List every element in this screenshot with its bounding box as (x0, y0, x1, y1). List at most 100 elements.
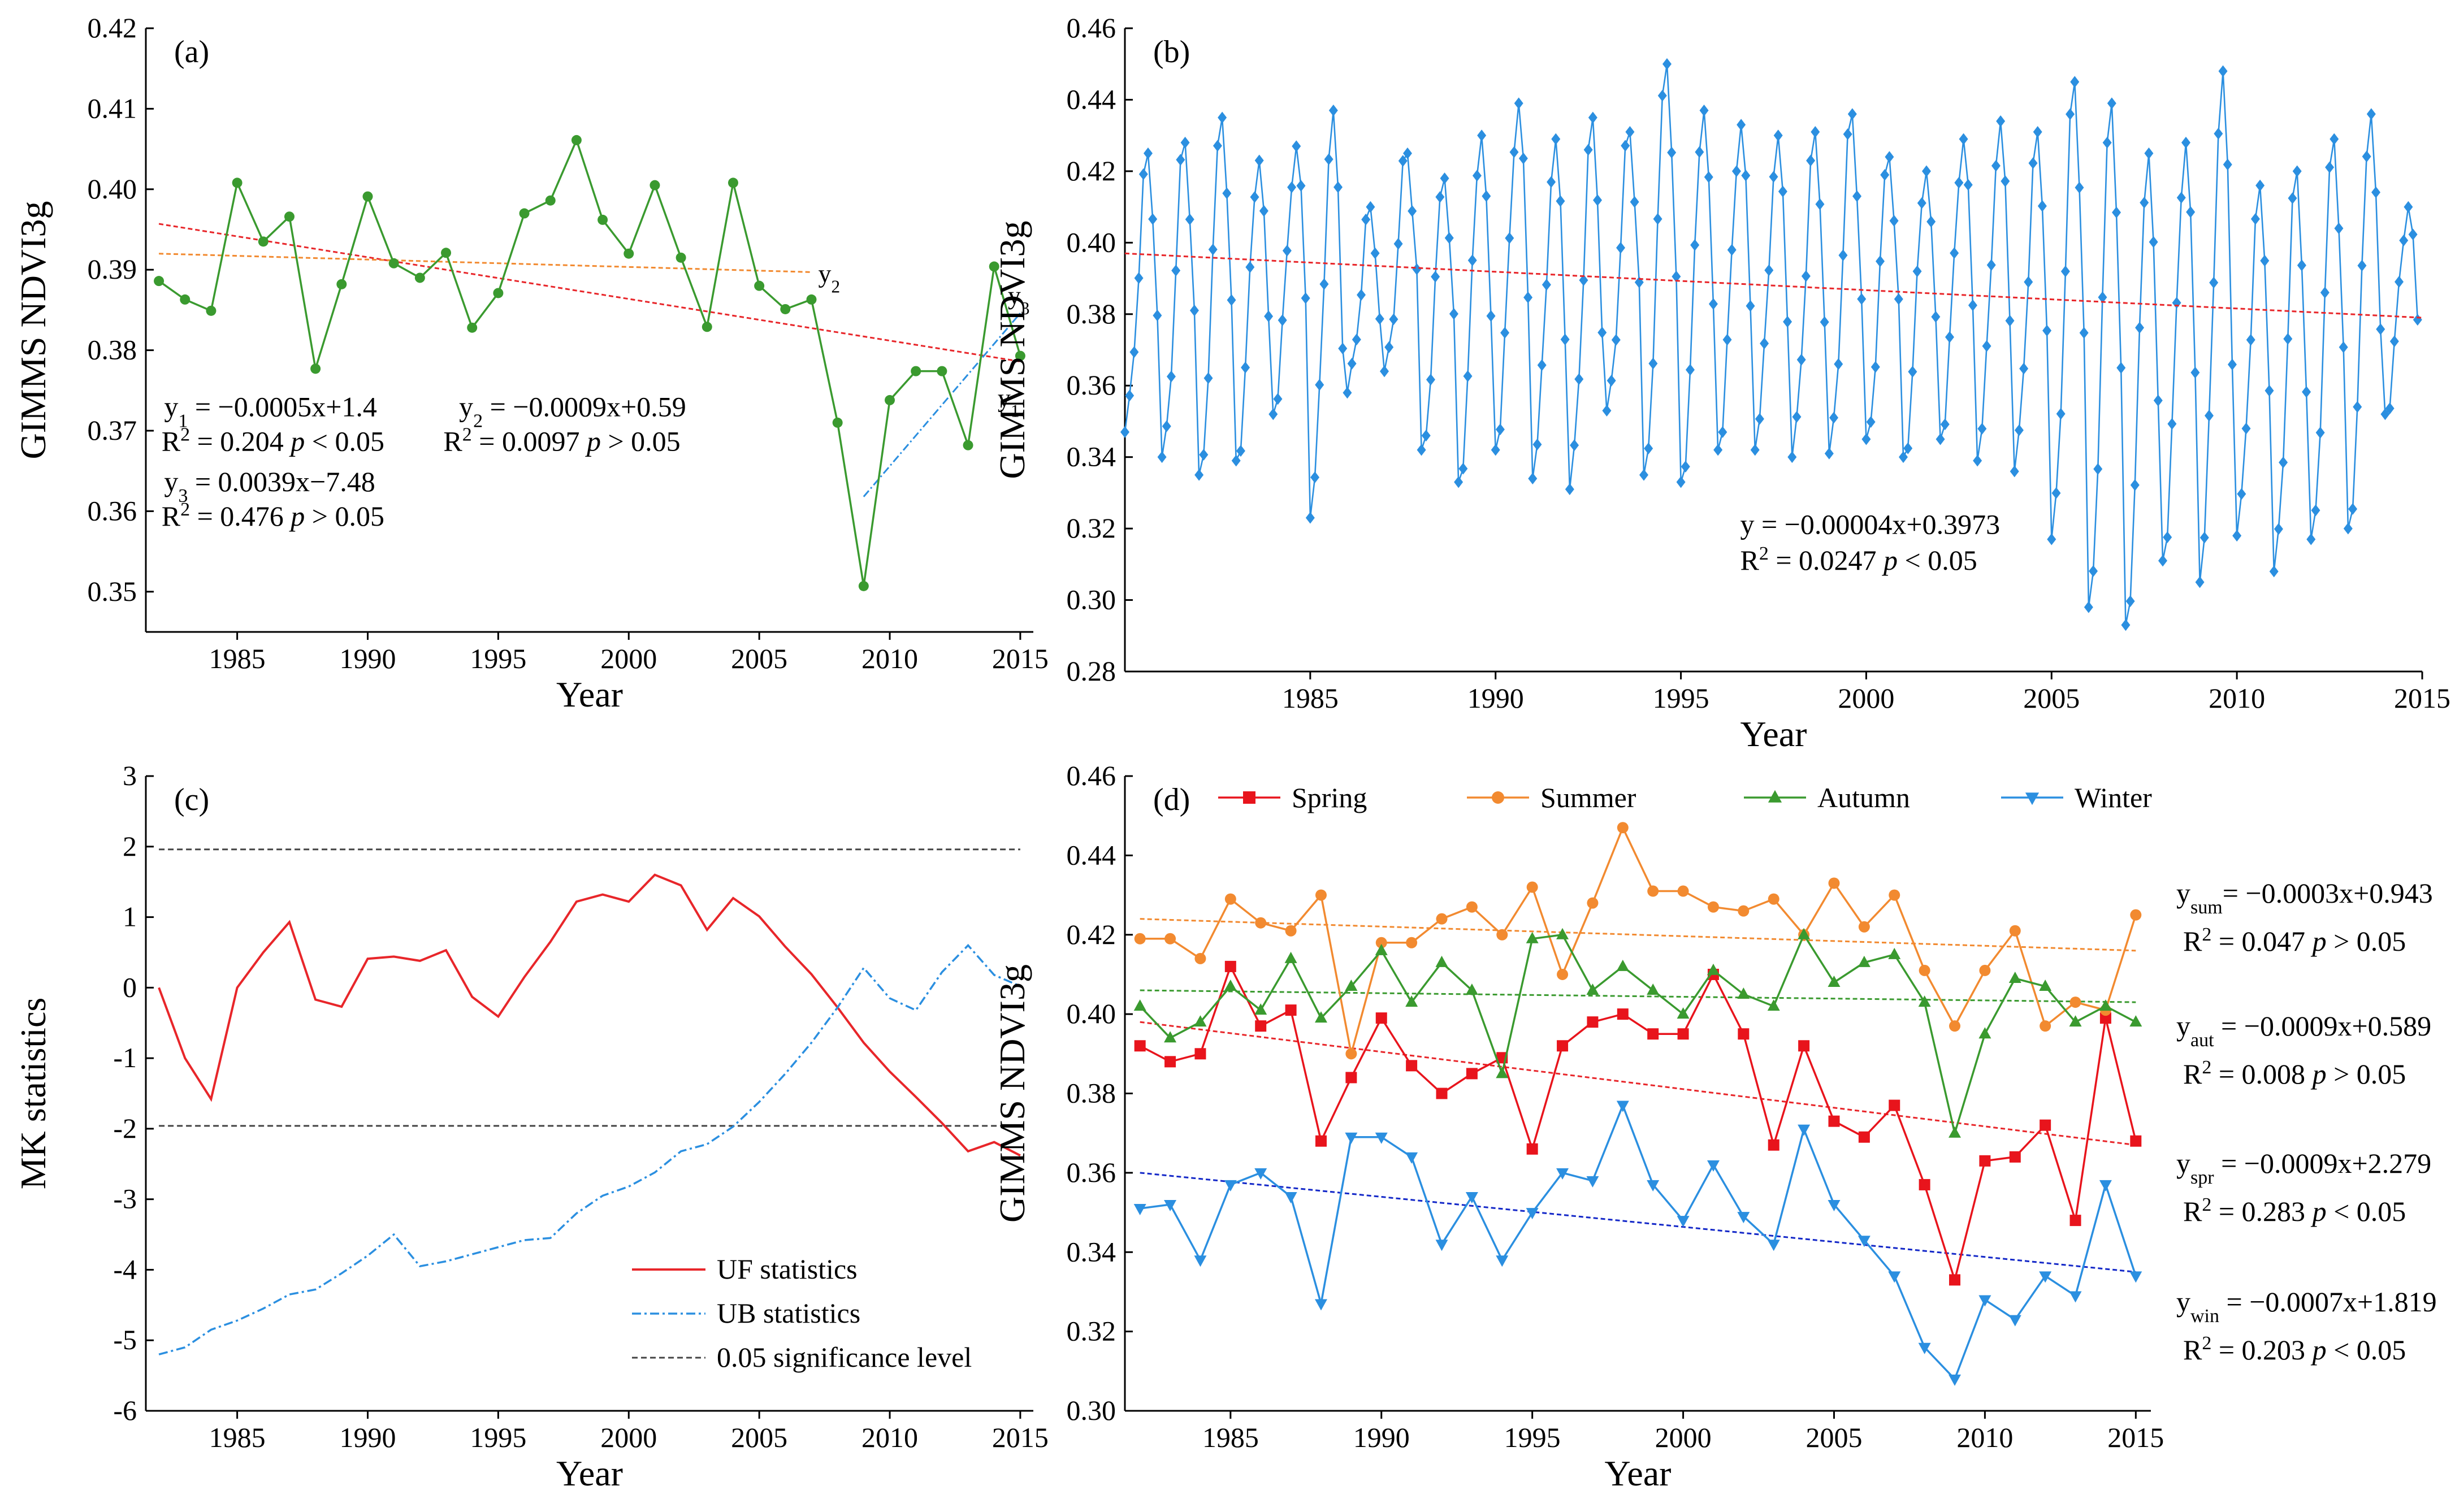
data-point (1764, 264, 1774, 276)
legend-label: UB statistics (717, 1297, 860, 1329)
data-point (1314, 1011, 1327, 1023)
data-point (2227, 358, 2237, 371)
data-point (1676, 476, 1686, 488)
data-point (1858, 1131, 1870, 1143)
x-tick-label: 1990 (1467, 682, 1524, 714)
y-tick-label: 0.32 (1067, 1315, 1116, 1347)
data-point (2149, 236, 2158, 248)
data-point (1954, 176, 1964, 189)
data-point (702, 322, 712, 332)
equation-label: ysum= −0.0003x+0.943 (2176, 877, 2433, 918)
trend-line (1140, 918, 2136, 952)
data-point (1255, 917, 1267, 929)
y-axis-label: GIMMS NDVI3g (992, 964, 1032, 1223)
y-tick-label: 0.44 (1067, 839, 1116, 870)
data-point (1375, 1132, 1388, 1144)
data-point (1284, 1192, 1297, 1203)
data-point (2172, 297, 2181, 309)
x-tick-label: 1985 (209, 643, 266, 674)
panel-a: 0.35 0.36 0.37 0.38 0.39 0.40 0.41 0.42 1985 1990… (13, 12, 1049, 714)
data-point (1194, 1255, 1207, 1267)
data-point (1157, 451, 1167, 463)
y-tick-label: 0.40 (1067, 998, 1116, 1029)
y-tick-label: 0.40 (1067, 226, 1116, 258)
data-point (1796, 354, 1806, 366)
data-point (1315, 379, 1324, 391)
data-point (1486, 310, 1496, 322)
data-point (2255, 179, 2265, 192)
data-point (206, 305, 217, 316)
data-point (1979, 964, 1991, 976)
data-point (1370, 247, 1380, 259)
data-point (1166, 370, 1176, 383)
data-point (1148, 213, 1158, 226)
data-point (1945, 331, 1954, 343)
data-point (2144, 147, 2154, 159)
data-point (1375, 943, 1388, 955)
equation-label: y1 = −0.0005x+1.4 (164, 391, 377, 431)
data-point (728, 177, 738, 188)
data-point (1389, 313, 1398, 326)
data-point (1345, 979, 1358, 991)
data-point (1787, 451, 1797, 463)
data-point (1778, 185, 1787, 198)
data-point (2040, 1119, 2051, 1131)
data-point (1208, 243, 1218, 255)
y-tick-label: -3 (113, 1183, 137, 1215)
data-point (2130, 1135, 2142, 1147)
data-point (1526, 881, 1538, 893)
data-point (1171, 265, 1181, 277)
x-tick-label: 1985 (1202, 1422, 1259, 1453)
data-point (1798, 1124, 1811, 1136)
r2-label: R2 = 0.204 p < 0.05 (162, 424, 384, 457)
data-point (1125, 389, 1135, 402)
data-point (1921, 165, 1931, 177)
data-point (2288, 192, 2297, 205)
data-point (2033, 125, 2042, 138)
legend-marker (2025, 792, 2040, 805)
data-point (1496, 1067, 1509, 1078)
data-point (1681, 461, 1690, 473)
data-point (414, 272, 425, 283)
legend-marker (1492, 791, 1504, 804)
data-point (1815, 198, 1825, 210)
y-tick-label: 0.42 (1067, 919, 1116, 950)
data-point (1722, 333, 1732, 346)
data-point (1979, 1155, 1991, 1167)
data-point (1393, 237, 1403, 250)
data-point (2306, 533, 2316, 545)
data-point (858, 580, 869, 591)
data-point (1876, 255, 1885, 267)
data-point (1466, 1068, 1478, 1080)
data-point (1621, 140, 1630, 152)
data-point (2408, 228, 2418, 241)
data-point (2395, 276, 2404, 288)
legend-label: UF statistics (717, 1253, 858, 1285)
data-point (1768, 893, 1779, 905)
data-point (1213, 140, 1222, 152)
data-point (1347, 357, 1357, 370)
data-point (2302, 385, 2311, 398)
data-point (1436, 913, 1448, 925)
data-point (1466, 901, 1478, 913)
data-point (1134, 272, 1144, 284)
x-tick-label: 2010 (1956, 1422, 2013, 1453)
data-point (2283, 333, 2293, 345)
data-point (1672, 270, 1681, 283)
data-point (1526, 1143, 1538, 1155)
data-point (310, 363, 321, 374)
y-tick-label: 0.30 (1067, 584, 1116, 616)
r2-label: R2 = 0.008 p > 0.05 (2183, 1057, 2406, 1090)
data-point (1949, 1374, 1962, 1386)
data-point (1639, 469, 1648, 481)
data-point (1861, 433, 1871, 445)
data-point (2218, 65, 2228, 77)
data-point (1255, 1020, 1267, 1032)
data-point (1768, 1139, 1779, 1151)
data-point (1406, 937, 1418, 948)
x-tick-label: 1995 (1504, 1422, 1561, 1453)
data-point (1917, 197, 1926, 209)
data-point (1699, 105, 1709, 116)
data-point (1254, 154, 1264, 167)
data-point (1134, 1040, 1146, 1052)
